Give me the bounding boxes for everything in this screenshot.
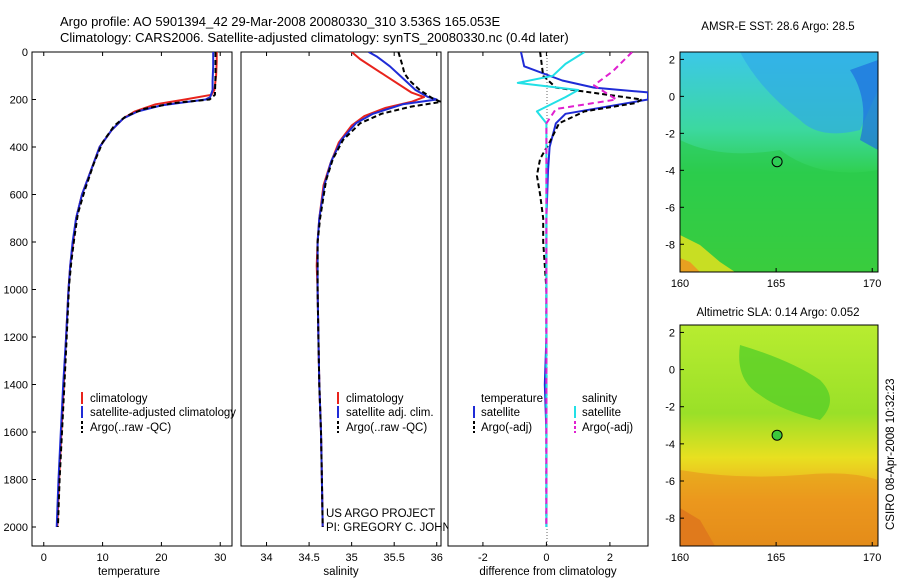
map-x-tick-label: 170 xyxy=(863,278,881,290)
temperature-legend: climatology satellite-adjusted climatolo… xyxy=(81,392,236,434)
series-line-salinity-argo xyxy=(545,52,633,527)
sst-map-title: AMSR-E SST: 28.6 Argo: 28.5 xyxy=(701,21,854,33)
map-y-tick-label: -4 xyxy=(665,165,675,177)
x-tick-label: 30 xyxy=(214,552,226,564)
sla-map-title: Altimetric SLA: 0.14 Argo: 0.052 xyxy=(696,307,859,319)
sst-warm-patch xyxy=(680,140,878,272)
sst-map-panel: AMSR-E SST: 28.6 Argo: 28.5 160 165 170 2 0 -… xyxy=(665,21,881,290)
depth-tick-label: 1200 xyxy=(4,332,28,344)
sla-map-frame xyxy=(679,324,879,547)
sla-map-panel: Altimetric SLA: 0.14 Argo: 0.052 160 165 1… xyxy=(665,307,881,564)
sst-cool-core xyxy=(850,60,878,150)
x-tick-label: 34.5 xyxy=(298,552,319,564)
salinity-x-ticks: 34 34.5 35 35.5 36 xyxy=(260,52,443,564)
map-y-tick-label: 2 xyxy=(669,327,675,339)
legend-sal-argo: Argo(-adj) xyxy=(582,422,633,434)
map-y-tick-label: -2 xyxy=(665,128,675,140)
map-y-tick-label: -8 xyxy=(665,239,675,251)
difference-panel: -2 0 2 difference from climatology tempera… xyxy=(447,51,649,578)
map-y-tick-label: 2 xyxy=(669,54,675,66)
title-line-1: Argo profile: AO 5901394_42 29-Mar-2008 … xyxy=(60,14,501,29)
depth-tick-label: 1800 xyxy=(4,475,28,487)
series-line-argo xyxy=(56,52,217,528)
x-tick-label: 35 xyxy=(346,552,358,564)
sst-map-ticks: 160 165 170 2 0 -2 -4 -6 -8 xyxy=(665,54,881,290)
sla-argo-marker xyxy=(771,429,783,441)
legend-temp-argo: Argo(-adj) xyxy=(481,422,532,434)
salinity-panel: 34 34.5 35 35.5 36 salinity climatology sate… xyxy=(240,51,476,578)
x-tick-label: 35.5 xyxy=(383,552,404,564)
timestamp: CSIRO 08-Apr-2008 10:32:23 xyxy=(885,378,897,530)
depth-tick-label: 400 xyxy=(10,142,28,154)
x-tick-label: 10 xyxy=(96,552,108,564)
depth-tick-label: 200 xyxy=(10,95,28,107)
sst-cool-patch xyxy=(680,52,878,134)
map-x-tick-label: 170 xyxy=(863,552,881,564)
depth-tick-label: 1000 xyxy=(4,285,28,297)
difference-legend: temperature satellite Argo(-adj) salinit… xyxy=(473,393,633,434)
sst-hot-corner-core xyxy=(680,258,700,272)
temperature-x-ticks: 0 10 20 30 xyxy=(41,52,226,564)
sst-argo-marker xyxy=(771,156,783,168)
legend-temperature-title: temperature xyxy=(481,393,543,405)
legend-label-climatology: climatology xyxy=(346,393,404,405)
map-y-tick-label: -6 xyxy=(665,202,675,214)
depth-tick-label: 1400 xyxy=(4,380,28,392)
legend-label-climatology: climatology xyxy=(90,393,148,405)
depth-tick-label: 0 xyxy=(22,47,28,59)
sla-high-core xyxy=(680,508,715,546)
map-x-tick-label: 160 xyxy=(671,552,689,564)
temperature-panel: 0 200 400 600 800 1000 1200 1400 1600 1800 2000 0 1… xyxy=(4,47,452,578)
x-tick-label: 2 xyxy=(607,552,613,564)
map-x-tick-label: 165 xyxy=(767,552,785,564)
map-y-tick-label: -6 xyxy=(665,476,675,488)
map-y-tick-label: -4 xyxy=(665,439,675,451)
temperature-axes-box xyxy=(31,51,233,547)
map-y-tick-label: 0 xyxy=(669,91,675,103)
x-tick-label: 36 xyxy=(431,552,443,564)
difference-axes-box xyxy=(447,51,649,547)
difference-x-ticks: -2 0 2 xyxy=(478,52,613,564)
map-y-tick-label: 0 xyxy=(669,365,675,377)
difference-xlabel: difference from climatology xyxy=(479,566,616,578)
sst-field xyxy=(680,52,878,272)
series-line-argo xyxy=(316,52,441,528)
x-tick-label: 34 xyxy=(260,552,272,564)
credit-line-2: PI: GREGORY C. JOHNSON xyxy=(326,522,476,534)
salinity-axes-box xyxy=(240,51,442,547)
depth-tick-label: 600 xyxy=(10,190,28,202)
sst-map-frame xyxy=(679,51,879,273)
depth-tick-label: 800 xyxy=(10,237,28,249)
x-tick-label: 0 xyxy=(41,552,47,564)
map-x-tick-label: 160 xyxy=(671,278,689,290)
map-y-tick-label: -2 xyxy=(665,402,675,414)
sla-map-ticks: 160 165 170 2 0 -2 -4 -6 -8 xyxy=(665,327,881,564)
difference-lines xyxy=(516,52,648,527)
sst-hot-corner xyxy=(680,235,735,272)
temperature-lines xyxy=(55,52,218,528)
legend-label-satellite: satellite adj. clim. xyxy=(346,407,434,419)
depth-tick-label: 1600 xyxy=(4,427,28,439)
map-y-tick-label: -8 xyxy=(665,513,675,525)
x-tick-label: 20 xyxy=(155,552,167,564)
x-tick-label: 0 xyxy=(543,552,549,564)
x-tick-label: -2 xyxy=(478,552,488,564)
title-line-2: Climatology: CARS2006. Satellite-adjuste… xyxy=(60,30,569,45)
legend-salinity-title: salinity xyxy=(582,393,617,405)
legend-temp-satellite: satellite xyxy=(481,407,520,419)
map-x-tick-label: 165 xyxy=(767,278,785,290)
credit-line-1: US ARGO PROJECT xyxy=(326,508,435,520)
legend-label-argo: Argo(..raw -QC) xyxy=(90,422,171,434)
sla-high-patch xyxy=(680,470,878,546)
temperature-xlabel: temperature xyxy=(98,566,160,578)
salinity-lines xyxy=(315,52,441,528)
legend-label-argo: Argo(..raw -QC) xyxy=(346,422,427,434)
legend-sal-satellite: satellite xyxy=(582,407,621,419)
legend-label-satellite: satellite-adjusted climatology xyxy=(90,407,236,419)
depth-tick-label: 2000 xyxy=(4,522,28,534)
salinity-xlabel: salinity xyxy=(323,566,358,578)
salinity-legend: climatology satellite adj. clim. Argo(..… xyxy=(337,392,434,434)
sla-low-patch xyxy=(739,345,830,420)
